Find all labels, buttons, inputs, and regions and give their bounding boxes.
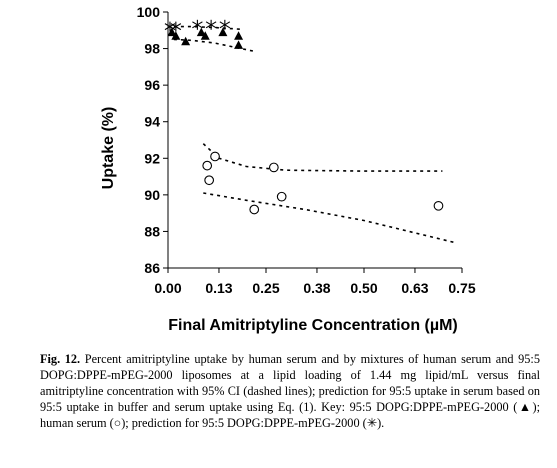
circle-point <box>204 175 215 186</box>
x-tick-label: 0.38 <box>303 280 330 296</box>
asterisk-point <box>170 21 182 32</box>
triangle-point <box>171 31 181 40</box>
circle-point <box>202 160 213 171</box>
y-tick-label: 100 <box>137 4 161 20</box>
axes <box>163 11 463 273</box>
uptake-chart: 86 88 90 92 94 96 98 100 0.00 0.13 0.25 0.38 0.50 0.6… <box>100 4 476 334</box>
triangle-point <box>167 27 177 37</box>
asterisk-point <box>205 19 217 30</box>
y-tick-label: 88 <box>144 223 160 239</box>
y-tick-label: 86 <box>144 260 160 276</box>
x-tick-label: 0.13 <box>205 280 232 296</box>
x-tick-label: 0.00 <box>154 280 181 296</box>
x-tick-label: 0.75 <box>448 280 475 296</box>
y-tick-label: 98 <box>144 41 160 57</box>
triangle-point <box>218 27 228 37</box>
confidence-interval-lines <box>173 25 455 244</box>
x-tick-label: 0.25 <box>252 280 279 296</box>
asterisk-point <box>192 19 203 30</box>
data-points <box>164 19 444 215</box>
triangle-point <box>234 40 244 49</box>
tick-labels: 86 88 90 92 94 96 98 100 0.00 0.13 0.25 0.38 0.50 0.6… <box>137 4 476 296</box>
y-tick-label: 92 <box>144 150 160 166</box>
circle-point <box>210 151 220 162</box>
x-tick-label: 0.63 <box>401 280 428 296</box>
y-tick-label: 94 <box>144 114 160 130</box>
y-tick-label: 96 <box>144 77 160 93</box>
ci-dashed-line <box>173 25 243 31</box>
triangle-point <box>200 31 210 40</box>
circle-point <box>249 204 260 215</box>
triangle-point <box>196 27 206 37</box>
x-tick-label: 0.50 <box>350 280 377 296</box>
circle-point <box>276 191 287 202</box>
ci-dashed-line <box>173 38 255 53</box>
caption-text: Percent amitriptyline uptake by human se… <box>40 352 540 430</box>
y-tick-label: 90 <box>144 187 160 203</box>
ci-dashed-line <box>202 143 443 172</box>
ci-dashed-line <box>203 192 455 244</box>
circle-point <box>433 200 444 211</box>
triangle-point <box>181 36 191 46</box>
figure-label: Fig. 12. <box>40 352 81 366</box>
triangle-point <box>234 31 244 40</box>
x-axis-title: Final Amitriptyline Concentration (µM) <box>168 317 458 334</box>
y-axis-title: Uptake (%) <box>100 107 117 190</box>
asterisk-point <box>164 21 176 32</box>
circle-point <box>268 162 279 173</box>
asterisk-point <box>219 19 231 30</box>
figure-caption: Fig. 12. Percent amitriptyline uptake by… <box>40 351 540 431</box>
